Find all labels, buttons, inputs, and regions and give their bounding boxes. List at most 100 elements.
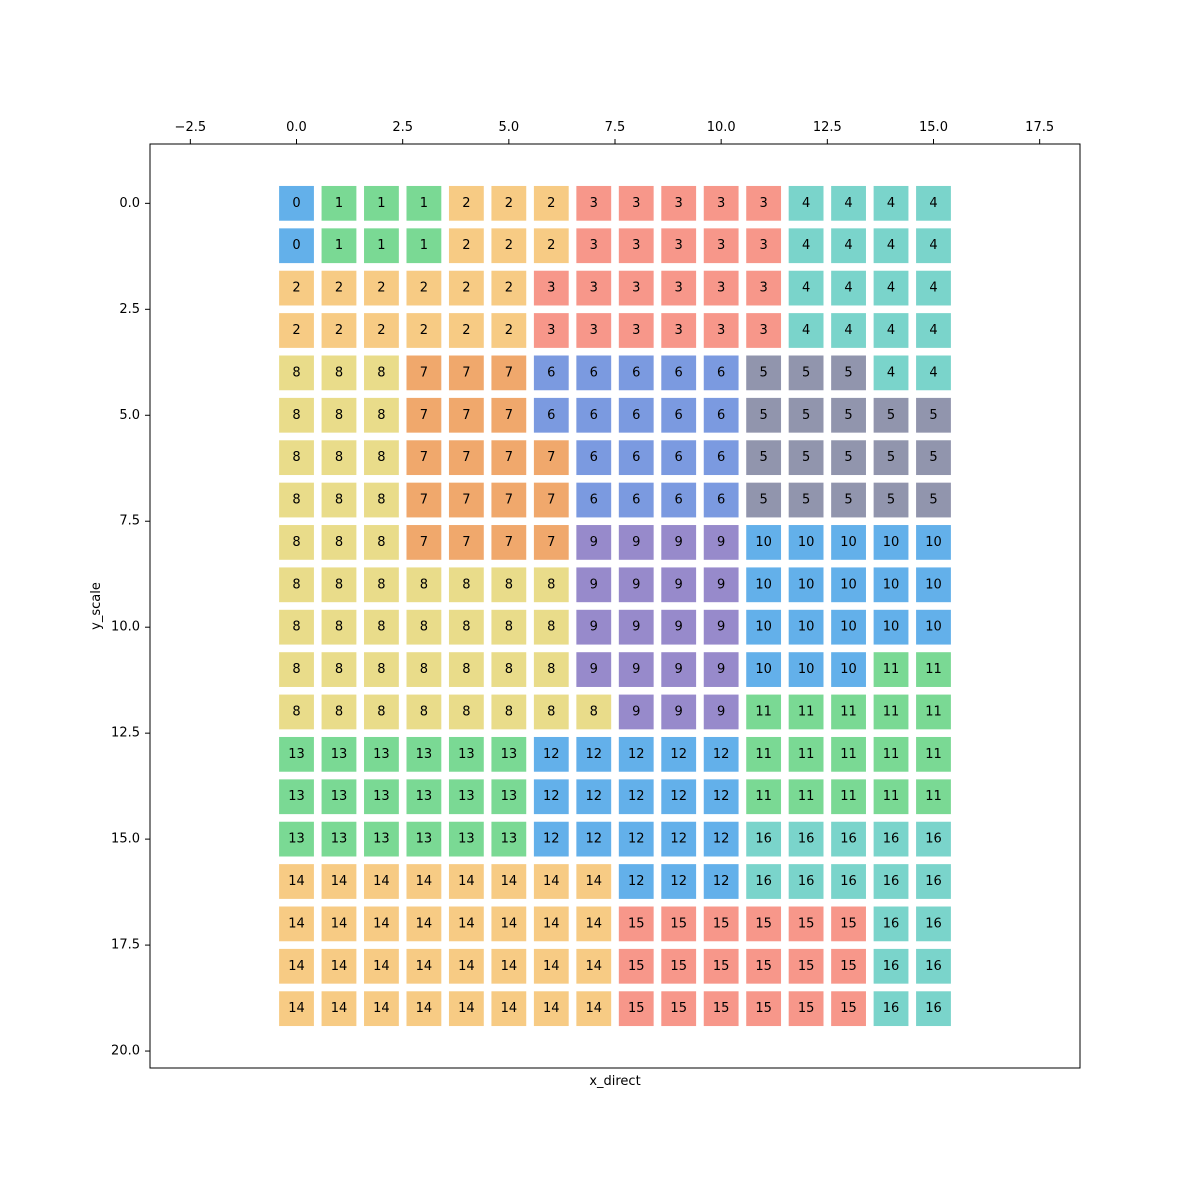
heatmap-cell [916, 228, 951, 264]
heatmap-cell-label: 14 [458, 916, 475, 931]
heatmap-cell [746, 609, 782, 645]
heatmap-cell-label: 14 [458, 959, 475, 974]
heatmap-cell-label: 9 [590, 662, 598, 677]
heatmap-cell [279, 228, 314, 264]
heatmap-cell-label: 14 [543, 959, 560, 974]
heatmap-cell [831, 906, 866, 942]
heatmap-cell [448, 948, 484, 984]
heatmap-cell [873, 270, 909, 306]
heatmap-cell [746, 525, 782, 560]
heatmap-cell-label: 1 [377, 238, 385, 253]
heatmap-cell [533, 821, 569, 857]
heatmap-cell [703, 694, 739, 730]
heatmap-cell-label: 3 [590, 196, 598, 211]
heatmap-cell-label: 8 [420, 704, 428, 719]
heatmap-cell-label: 0 [292, 238, 300, 253]
heatmap-cell-label: 16 [925, 874, 942, 889]
heatmap-cell [661, 313, 697, 348]
y-tick-label: 7.5 [119, 514, 140, 529]
heatmap-cell-label: 4 [844, 323, 852, 338]
heatmap-cell [618, 736, 654, 772]
heatmap-cell-label: 12 [670, 874, 687, 889]
heatmap-cell [788, 948, 824, 984]
heatmap-cell [873, 906, 909, 942]
heatmap-cell [576, 821, 612, 857]
heatmap-cell-label: 14 [373, 916, 390, 931]
heatmap-cell [746, 482, 782, 518]
heatmap-cell [661, 270, 697, 306]
heatmap-cell-label: 11 [883, 704, 900, 719]
heatmap-cell [831, 228, 866, 264]
heatmap-cell [279, 821, 314, 857]
heatmap-cell-label: 4 [802, 281, 810, 296]
heatmap-cell [533, 567, 569, 603]
heatmap-cell-label: 11 [883, 789, 900, 804]
heatmap-cell [491, 694, 527, 730]
heatmap-cell-label: 8 [335, 535, 343, 550]
heatmap-cell [831, 991, 866, 1027]
heatmap-cell-label: 11 [883, 662, 900, 677]
heatmap-cell-label: 15 [713, 1001, 730, 1016]
heatmap-cell [618, 482, 654, 518]
heatmap-cell [661, 228, 697, 264]
heatmap-cell-label: 7 [547, 450, 555, 465]
heatmap-cell-label: 2 [292, 281, 300, 296]
heatmap-cell [703, 313, 739, 348]
heatmap-cell [831, 313, 866, 348]
heatmap-cell [831, 525, 866, 560]
heatmap-cell [661, 397, 697, 433]
heatmap-cell-label: 11 [840, 789, 857, 804]
heatmap-cell-label: 9 [632, 577, 640, 592]
heatmap-cell-label: 8 [547, 704, 555, 719]
heatmap-cell-label: 3 [590, 323, 598, 338]
heatmap-cell [788, 652, 824, 687]
heatmap-cell [703, 652, 739, 687]
heatmap-cell [533, 694, 569, 730]
heatmap-cell-label: 8 [292, 408, 300, 423]
heatmap-cell-label: 7 [420, 365, 428, 380]
heatmap-cell-label: 14 [501, 874, 518, 889]
heatmap-cell [448, 864, 484, 899]
heatmap-cell [533, 991, 569, 1027]
heatmap-cell [703, 440, 739, 476]
heatmap-cell [406, 906, 442, 942]
heatmap-cell-label: 10 [840, 662, 857, 677]
heatmap-cell-label: 8 [505, 662, 513, 677]
heatmap-cell-label: 9 [717, 620, 725, 635]
heatmap-cell-label: 12 [543, 832, 560, 847]
heatmap-cell [618, 313, 654, 348]
heatmap-cell [703, 228, 739, 264]
heatmap-cell-label: 8 [292, 704, 300, 719]
heatmap-cell-label: 15 [798, 1001, 815, 1016]
heatmap-cell-label: 13 [501, 789, 518, 804]
heatmap-cell-label: 12 [713, 747, 730, 762]
heatmap-cell-label: 9 [717, 704, 725, 719]
heatmap-cell [491, 567, 527, 603]
heatmap-cell [406, 567, 442, 603]
heatmap-cell [831, 694, 866, 730]
x-tick-label: 17.5 [1025, 120, 1054, 135]
heatmap-cell-label: 11 [925, 704, 942, 719]
heatmap-cell [364, 779, 399, 815]
heatmap-cell [533, 440, 569, 476]
heatmap-cell [533, 652, 569, 687]
heatmap-cell-label: 16 [883, 1001, 900, 1016]
heatmap-cell [279, 482, 314, 518]
heatmap-cell [576, 567, 612, 603]
heatmap-cell [491, 482, 527, 518]
heatmap-cell [448, 609, 484, 645]
heatmap-cell-label: 5 [844, 365, 852, 380]
heatmap-cell [364, 652, 399, 687]
heatmap-cell [916, 525, 951, 560]
heatmap-cell [448, 906, 484, 942]
heatmap-cell [618, 397, 654, 433]
heatmap-cell-label: 11 [798, 704, 815, 719]
heatmap-cell [661, 482, 697, 518]
heatmap-cell-label: 14 [585, 1001, 602, 1016]
heatmap-cell-label: 8 [547, 577, 555, 592]
heatmap-cell-label: 5 [802, 493, 810, 508]
heatmap-cell [406, 779, 442, 815]
heatmap-cell [321, 779, 357, 815]
heatmap-cell [661, 355, 697, 391]
x-tick-label: 15.0 [919, 120, 948, 135]
